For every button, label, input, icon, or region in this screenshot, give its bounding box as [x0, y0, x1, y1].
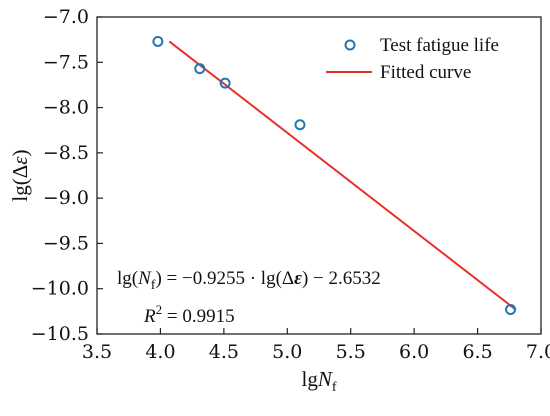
x-tick-label: 5.0 [272, 341, 302, 363]
y-tick-label: −7.5 [43, 51, 89, 73]
x-tick-label: 4.0 [145, 341, 175, 363]
data-point [152, 35, 164, 47]
data-point [219, 77, 231, 89]
fitted-curve-line [168, 40, 517, 311]
x-tick-label: 6.5 [462, 341, 492, 363]
y-tick-label: −10.0 [31, 278, 89, 300]
plot-frame [96, 16, 542, 335]
y-tick-label: −9.0 [43, 187, 89, 209]
x-tick-label: 6.0 [399, 341, 429, 363]
y-tick-label: −10.5 [31, 323, 89, 345]
x-tick-label: 7.0 [526, 341, 550, 363]
y-tick-label: −7.0 [43, 6, 89, 28]
x-axis-title: lgNf [301, 367, 336, 395]
y-tick-label: −9.5 [43, 232, 89, 254]
data-point [505, 304, 517, 316]
x-tick-label: 3.5 [82, 341, 112, 363]
x-tick-label: 5.5 [336, 341, 366, 363]
x-tick-label: 4.5 [209, 341, 239, 363]
y-axis-title: lg(Δε) [8, 149, 32, 201]
r-squared: R2 = 0.9915 [143, 302, 235, 327]
y-tick-label: −8.5 [43, 142, 89, 164]
legend-marker-test [344, 39, 356, 51]
legend-label-fitted: Fitted curve [380, 62, 471, 83]
plot-area: 3.5 4.0 4.5 5.0 5.5 6.0 6.5 7.0 −7.0 −7.5 −8.0 −8.5… [8, 6, 550, 395]
data-point [194, 63, 206, 75]
legend-label-test: Test fatigue life [380, 35, 499, 56]
data-point [294, 119, 306, 131]
fit-equation: lg(Nf) = −0.9255 · lg(Δε) − 2.6532 [117, 268, 381, 293]
y-tick-label: −8.0 [43, 97, 89, 119]
